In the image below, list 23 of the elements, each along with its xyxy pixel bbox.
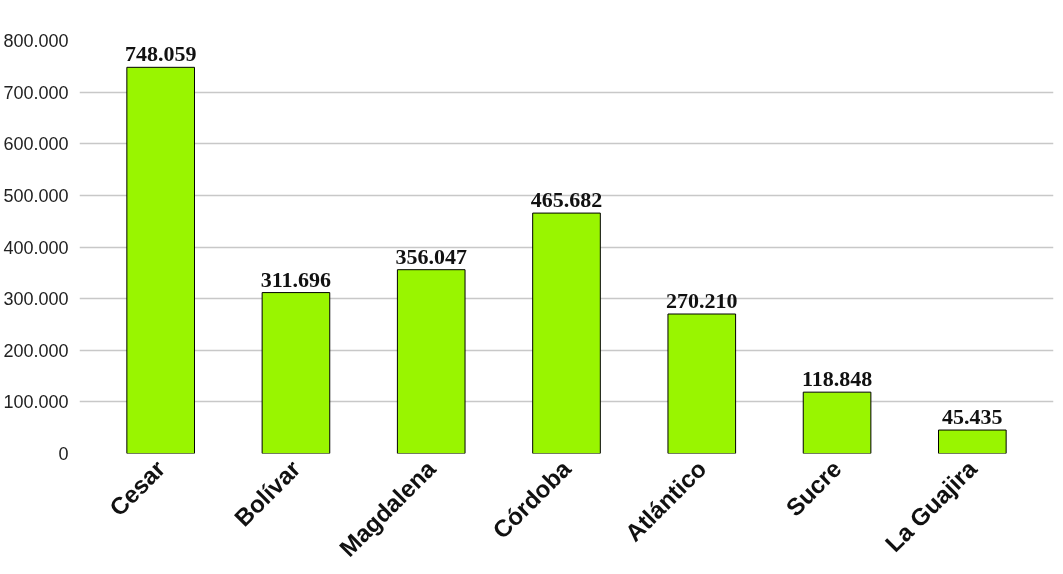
bar <box>938 429 1007 454</box>
y-tick-label: 800.000 <box>3 31 69 51</box>
bar <box>532 212 601 454</box>
y-tick-label: 0 <box>58 444 69 464</box>
bar <box>126 66 195 454</box>
data-label: 45.435 <box>942 404 1003 430</box>
y-tick-label: 500.000 <box>3 185 69 206</box>
y-tick-label: 400.000 <box>3 237 69 258</box>
y-tick-label: 300.000 <box>3 289 69 310</box>
bar <box>802 391 872 454</box>
data-label: 748.059 <box>124 41 197 67</box>
bar <box>667 313 737 454</box>
data-label: 311.696 <box>260 266 332 292</box>
y-tick-label: 600.000 <box>3 134 69 155</box>
data-label: 270.210 <box>666 288 738 313</box>
y-tick-label: 700.000 <box>3 82 69 103</box>
data-label: 118.848 <box>801 366 873 392</box>
y-tick-label: 100.000 <box>3 392 69 413</box>
data-label: 465.682 <box>530 187 603 213</box>
bar <box>396 269 466 454</box>
bar <box>261 292 331 454</box>
y-tick-label: 200.000 <box>3 340 69 361</box>
data-label: 356.047 <box>395 243 467 269</box>
